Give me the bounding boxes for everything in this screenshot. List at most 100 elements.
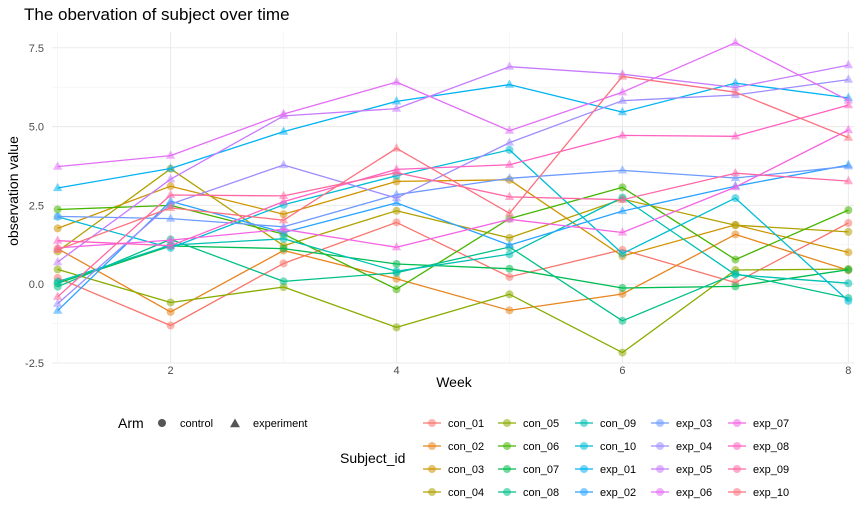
series-line-exp_09: [57, 171, 849, 298]
data-point-exp_04: [278, 159, 289, 169]
legend-label-con_03: con_03: [448, 464, 484, 476]
data-point-exp_10: [278, 214, 289, 224]
data-point-exp_01: [617, 106, 628, 116]
data-point-con_03: [844, 248, 853, 257]
data-point-con_02: [618, 289, 627, 298]
series-line-con_10: [57, 149, 849, 302]
data-point-con_01: [392, 218, 401, 227]
legend-key-con_06: [503, 442, 511, 450]
data-point-con_04: [844, 227, 853, 236]
legend-label-exp_01: exp_01: [600, 464, 636, 476]
data-point-exp_03: [52, 211, 63, 220]
data-point-exp_10: [843, 132, 854, 141]
data-point-con_05: [279, 283, 288, 292]
data-point-con_03: [392, 177, 401, 186]
data-point-exp_08: [617, 130, 628, 139]
data-point-exp_05: [730, 82, 741, 91]
data-point-exp_10: [730, 87, 741, 96]
data-point-exp_09: [730, 168, 741, 177]
data-point-exp_06: [730, 37, 741, 46]
legend-label-con_06: con_06: [523, 441, 559, 453]
data-point-exp_01: [165, 163, 176, 172]
data-point-exp_04: [617, 95, 628, 104]
data-point-con_09: [505, 250, 514, 259]
legend-label-con_07: con_07: [523, 464, 559, 476]
series-line-con_08: [57, 238, 849, 322]
data-point-con_03: [53, 224, 62, 233]
legend-item-exp_09: exp_09: [728, 464, 789, 476]
legend-item-exp_05: exp_05: [651, 464, 712, 476]
y-axis-label: observation value: [5, 136, 21, 246]
legend-label-con_02: con_02: [448, 441, 484, 453]
y-tick-label: 7.5: [29, 43, 44, 55]
data-point-exp_09: [504, 191, 515, 200]
data-point-con_02: [505, 306, 514, 315]
data-point-exp_09: [165, 189, 176, 199]
data-point-con_10: [731, 194, 740, 203]
legend-key-con_09: [580, 419, 588, 427]
legend-key-con_04: [428, 488, 436, 496]
data-point-exp_04: [52, 298, 63, 307]
x-tick-label: 6: [619, 365, 625, 377]
data-point-exp_07: [278, 224, 289, 233]
legend-subject-title: Subject_id: [340, 450, 405, 466]
data-point-exp_02: [617, 205, 628, 215]
data-point-con_06: [618, 183, 627, 192]
data-point-con_07: [279, 244, 288, 253]
legend-label-exp_07: exp_07: [753, 418, 789, 430]
series-exp_06: [52, 37, 854, 170]
legend-label-con_10: con_10: [600, 441, 636, 453]
legend-arm-title: Arm: [118, 415, 144, 431]
data-point-exp_08: [730, 131, 741, 140]
series-line-con_09: [57, 196, 849, 284]
data-point-exp_10: [52, 244, 63, 253]
data-point-exp_04: [391, 192, 402, 202]
series-line-exp_08: [57, 104, 849, 247]
data-point-con_01: [844, 219, 853, 228]
data-point-con_01: [505, 272, 514, 281]
data-point-con_09: [53, 277, 62, 286]
data-point-exp_09: [278, 190, 289, 200]
series-line-exp_02: [57, 164, 849, 312]
data-point-exp_05: [52, 256, 63, 266]
legend-key-con_08: [503, 488, 511, 496]
legend-item-exp_07: exp_07: [728, 418, 789, 430]
legend-item-con_08: con_08: [498, 487, 559, 499]
x-tick-label: 2: [168, 365, 174, 377]
data-point-exp_06: [391, 76, 402, 86]
legend-key-exp_02: [580, 488, 588, 496]
data-point-exp_10: [165, 202, 176, 212]
data-point-con_06: [844, 206, 853, 215]
data-point-exp_08: [278, 196, 289, 205]
data-point-exp_06: [165, 150, 176, 159]
series-exp_10: [52, 71, 854, 253]
legend-key-exp_09: [733, 465, 741, 473]
legend-key-exp_03: [656, 419, 664, 427]
data-point-con_02: [392, 274, 401, 283]
y-tick-label: -2.5: [25, 358, 44, 370]
data-point-exp_05: [165, 174, 176, 183]
x-tick-label: 4: [393, 365, 399, 377]
legend-label-exp_08: exp_08: [753, 441, 789, 453]
data-point-con_06: [731, 255, 740, 264]
data-point-con_06: [53, 205, 62, 214]
legend-item-exp_02: exp_02: [575, 487, 636, 499]
legend-label-exp_10: exp_10: [753, 487, 789, 499]
data-point-exp_04: [504, 137, 515, 146]
legend-label-con_09: con_09: [600, 418, 636, 430]
data-point-con_05: [618, 348, 627, 357]
legend-item-exp_06: exp_06: [651, 487, 712, 499]
legend-key-con_05: [503, 419, 511, 427]
data-point-con_07: [505, 264, 514, 273]
data-point-con_09: [844, 279, 853, 288]
data-point-exp_02: [391, 197, 402, 206]
series-exp_01: [52, 77, 854, 192]
legend-item-con_06: con_06: [498, 441, 559, 453]
legend-label-con_08: con_08: [523, 487, 559, 499]
data-point-exp_03: [617, 165, 628, 174]
data-point-exp_09: [617, 194, 628, 203]
data-point-exp_10: [617, 71, 628, 80]
data-point-exp_10: [391, 143, 402, 152]
